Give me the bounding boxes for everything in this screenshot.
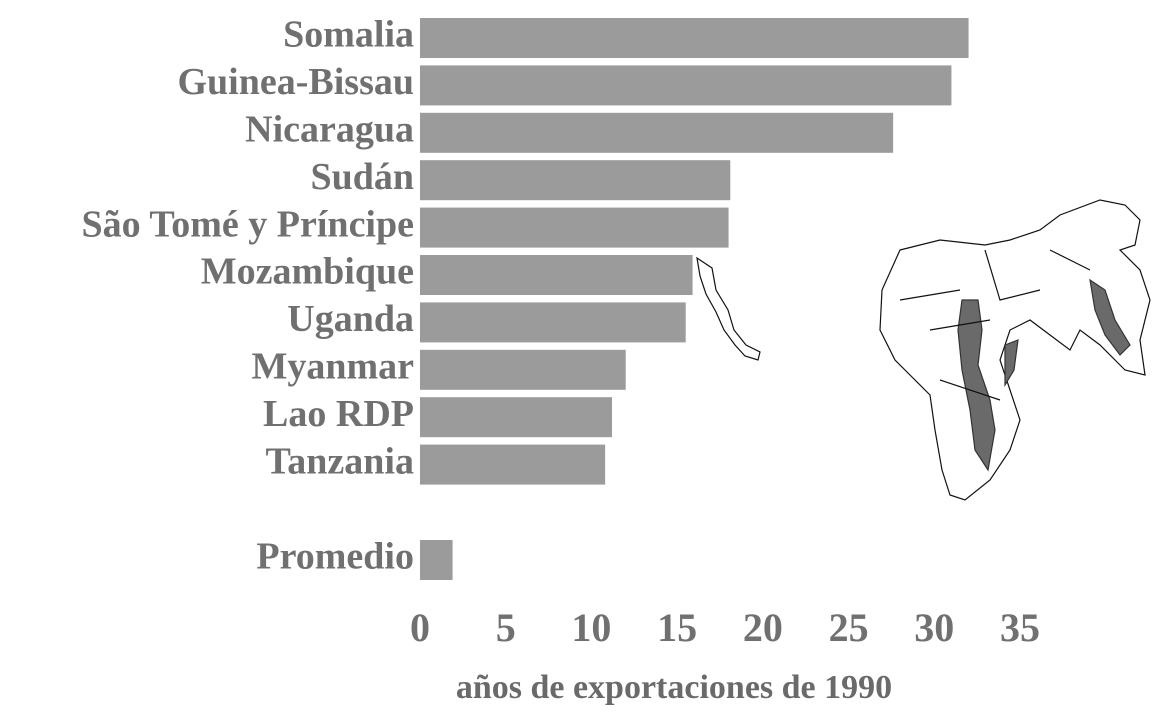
map-region xyxy=(957,299,996,472)
y-tick-label: Somalia xyxy=(283,14,414,56)
y-tick-label: Sudán xyxy=(310,156,414,198)
bar xyxy=(420,160,731,201)
bar xyxy=(420,65,952,106)
x-axis-label: años de exportaciones de 1990 xyxy=(456,669,892,706)
y-tick-label: Lao RDP xyxy=(263,393,414,435)
map-mexico xyxy=(696,256,761,361)
x-tick-label: 35 xyxy=(1000,605,1040,650)
x-tick-label: 5 xyxy=(496,605,516,650)
bar xyxy=(420,255,693,295)
y-tick-label: Guinea-Bissau xyxy=(177,61,414,103)
x-tick-label: 20 xyxy=(743,605,783,650)
y-tick-label: Uganda xyxy=(287,298,414,340)
y-tick-label: Nicaragua xyxy=(245,109,414,151)
x-tick-label: 0 xyxy=(410,605,430,650)
bar xyxy=(420,112,894,153)
x-tick-label: 30 xyxy=(914,605,954,650)
bar xyxy=(420,207,729,248)
map-border xyxy=(899,249,1091,401)
y-tick-label: Promedio xyxy=(256,536,414,578)
y-tick-label: Myanmar xyxy=(251,346,414,388)
bar xyxy=(420,540,453,580)
y-tick-label: Mozambique xyxy=(201,251,414,293)
map-outline xyxy=(879,199,1151,501)
x-tick-label: 25 xyxy=(829,605,869,650)
bar xyxy=(420,349,626,390)
y-tick-label: Tanzania xyxy=(265,440,414,482)
map-region xyxy=(1004,339,1019,388)
bar xyxy=(420,397,612,438)
bar xyxy=(420,302,686,343)
bar xyxy=(420,18,969,58)
x-tick-label: 10 xyxy=(571,605,611,650)
bar xyxy=(420,444,606,485)
map-africa-asia xyxy=(879,199,1151,501)
map-region xyxy=(1089,278,1131,356)
y-tick-label: São Tomé y Príncipe xyxy=(81,203,414,245)
map-outline xyxy=(696,256,761,361)
x-tick-label: 15 xyxy=(657,605,697,650)
